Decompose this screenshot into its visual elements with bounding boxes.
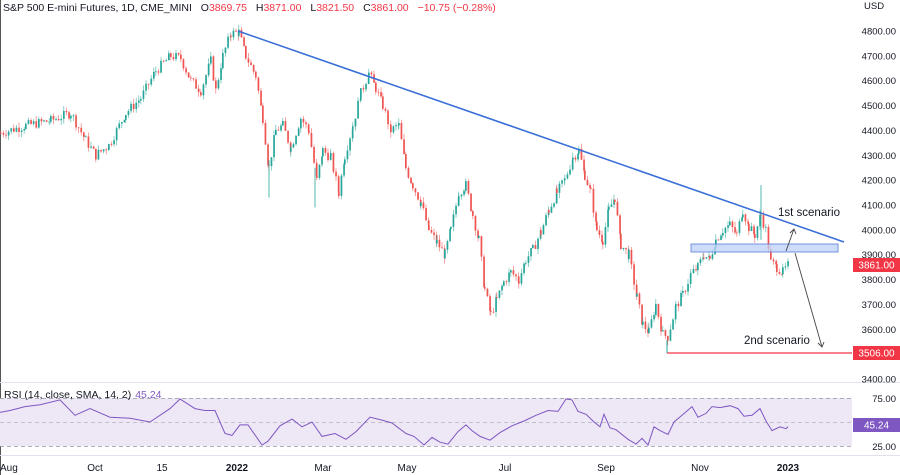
rsi-legend: RSI (14, close, SMA, 14, 2) 45.24 bbox=[4, 389, 162, 401]
rsi-label[interactable]: RSI (14, close, SMA, 14, 2) bbox=[4, 389, 132, 401]
rsi-value: 45.24 bbox=[135, 389, 162, 401]
price-tick: 3400.00 bbox=[862, 375, 896, 386]
scenario1-arrow[interactable] bbox=[785, 228, 797, 252]
high-value: 3871.00 bbox=[263, 2, 302, 14]
price-tick: 3900.00 bbox=[862, 250, 896, 261]
time-tick: Aug bbox=[0, 463, 18, 474]
time-tick: 2022 bbox=[226, 463, 249, 474]
change-value: −10.75 (−0.28%) bbox=[417, 2, 496, 14]
price-tick: 4400.00 bbox=[862, 126, 896, 137]
rsi-line bbox=[0, 398, 789, 446]
svg-text:3506.00: 3506.00 bbox=[858, 349, 895, 360]
time-tick: 2023 bbox=[777, 463, 800, 474]
rsi-band bbox=[0, 398, 852, 446]
time-tick: Nov bbox=[691, 463, 709, 474]
currency-label: USD bbox=[864, 1, 884, 12]
time-tick: Oct bbox=[87, 463, 103, 474]
candlesticks bbox=[0, 24, 789, 346]
rsi-value-tag: 45.24 bbox=[853, 418, 900, 432]
price-tick: 4700.00 bbox=[862, 51, 896, 62]
close-value: 3861.00 bbox=[370, 2, 409, 14]
time-tick: May bbox=[398, 463, 417, 474]
scenario2-arrow[interactable] bbox=[794, 252, 825, 348]
symbol-title[interactable]: S&P 500 E-mini Futures, 1D, CME_MINI bbox=[3, 2, 192, 14]
time-tick: Mar bbox=[314, 463, 332, 474]
price-tick: 4200.00 bbox=[862, 176, 896, 187]
time-axis[interactable]: Aug Oct 15 2022 Mar May Jul Sep Nov 2023 bbox=[0, 463, 800, 474]
price-axis[interactable]: USD 4800.00 4700.00 4600.00 4500.00 4400.00 43… bbox=[862, 1, 896, 386]
support-price-tag: 3506.00 bbox=[853, 346, 900, 360]
time-tick: Sep bbox=[597, 463, 615, 474]
resistance-zone[interactable] bbox=[690, 243, 839, 253]
svg-text:3861.00: 3861.00 bbox=[858, 261, 895, 272]
price-tick: 4000.00 bbox=[862, 225, 896, 236]
price-tick: 3600.00 bbox=[862, 325, 896, 336]
price-tick: 3800.00 bbox=[862, 275, 896, 286]
time-tick: 15 bbox=[156, 463, 168, 474]
price-tick: 3700.00 bbox=[862, 300, 896, 311]
price-tick: 4600.00 bbox=[862, 76, 896, 87]
ohlc-legend: S&P 500 E-mini Futures, 1D, CME_MINI O38… bbox=[3, 2, 496, 14]
rsi-tick: 75.00 bbox=[872, 394, 896, 405]
scenario1-label[interactable]: 1st scenario bbox=[778, 207, 840, 219]
time-tick: Jul bbox=[499, 463, 512, 474]
price-tick: 4100.00 bbox=[862, 201, 896, 212]
low-value: 3821.50 bbox=[316, 2, 355, 14]
svg-text:45.24: 45.24 bbox=[864, 421, 889, 432]
downtrend-line[interactable] bbox=[237, 30, 845, 243]
open-value: 3869.75 bbox=[208, 2, 247, 14]
last-price-tag: 3861.00 bbox=[853, 258, 900, 272]
price-tick: 4800.00 bbox=[862, 27, 896, 38]
price-tick: 4300.00 bbox=[862, 151, 896, 162]
scenario2-label[interactable]: 2nd scenario bbox=[744, 335, 810, 347]
price-tick: 4500.00 bbox=[862, 101, 896, 112]
rsi-tick: 25.00 bbox=[872, 442, 896, 453]
